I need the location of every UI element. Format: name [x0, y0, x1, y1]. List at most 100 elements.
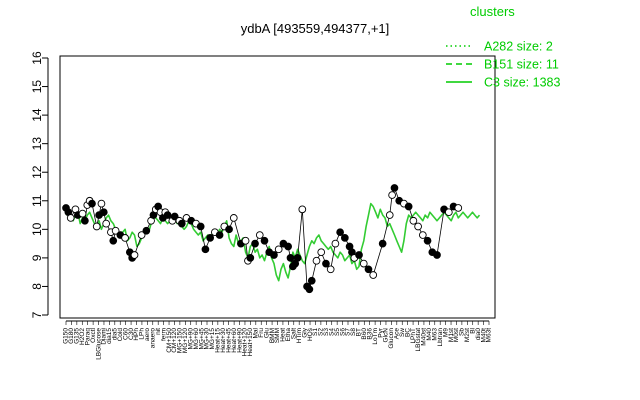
x-tick-label: S4 [328, 328, 335, 336]
data-point [246, 254, 255, 262]
x-tick-label: GlcN [383, 328, 390, 343]
legend-entry: B151 size: 11 [484, 58, 559, 72]
series-line-c3 [65, 202, 481, 282]
x-tick-label: MG+150 [177, 328, 184, 353]
y-tick-label: 16 [30, 51, 44, 65]
x-tick-label: LBGstat [415, 328, 422, 352]
data-point [99, 208, 108, 217]
x-tick-label: B36 [366, 328, 373, 340]
data-point [81, 216, 89, 225]
data-point [404, 202, 413, 211]
x-tick-label: C60 [122, 328, 129, 340]
data-point [293, 254, 302, 262]
data-point [340, 234, 349, 242]
x-tick-label: G135 [74, 328, 81, 344]
x-tick-label: BT [356, 328, 363, 336]
x-tick-label: M40st [421, 328, 428, 346]
y-axis: 7 8 9 10 11 12 13 14 15 16 [30, 51, 49, 318]
x-tick-label: LPhT [410, 328, 417, 344]
x-tick-label: Fru [258, 328, 265, 338]
data-point [317, 248, 326, 257]
data-point [109, 236, 118, 245]
x-tick-label: S8 [350, 328, 357, 336]
data-point [409, 216, 418, 225]
y-tick-label: 11 [30, 194, 44, 207]
y-tick-label: 13 [30, 137, 44, 151]
data-points [62, 184, 463, 294]
x-tick-label: M0st [453, 328, 460, 342]
data-point [433, 251, 441, 259]
data-point [423, 236, 432, 245]
data-point [414, 222, 422, 231]
data-point [336, 228, 344, 237]
data-point [454, 204, 463, 212]
y-tick-label: 8 [30, 283, 44, 290]
x-tick-label: Etha [285, 328, 292, 342]
data-point [142, 226, 151, 235]
x-tick-label: BMM [269, 328, 276, 343]
y-tick-label: 10 [30, 222, 44, 236]
data-point [255, 231, 264, 239]
data-point [215, 231, 224, 239]
data-point [163, 211, 172, 219]
data-point [229, 214, 238, 222]
y-tick-label: 12 [30, 165, 44, 179]
y-tick-label: 7 [30, 311, 44, 318]
x-tick-label: MG+15 [209, 328, 216, 350]
x-tick-label: S1 [312, 328, 319, 336]
data-point [331, 239, 340, 248]
data-point [206, 234, 215, 242]
x-tick-label: S3 [323, 328, 330, 336]
data-point [102, 219, 111, 228]
data-point [251, 239, 259, 248]
data-point [307, 276, 316, 285]
series-line-c3-path [65, 202, 481, 282]
data-point [444, 208, 453, 217]
data-point [241, 236, 250, 245]
x-tick-label: Bl [469, 327, 476, 333]
data-point [369, 271, 378, 279]
x-tick-label: M40 [426, 328, 433, 341]
x-tick-label: Heat+45 [225, 328, 232, 353]
x-tick-label: Pyr [377, 327, 384, 338]
x-tick-label: CM+150 [166, 328, 173, 353]
y-tick-label: 14 [30, 108, 44, 122]
x-tick-label: S5 [334, 328, 341, 336]
x-tick-label: Heat+30 [220, 328, 227, 353]
data-point [364, 265, 373, 274]
x-tick-label: aero [144, 328, 151, 341]
data-point [177, 219, 186, 228]
x-axis: G150G180G135H2O2ParaqOxctlLBGlucoseDiami… [63, 320, 493, 360]
x-tick-label: Paraq [84, 328, 91, 346]
x-tick-label: S7 [345, 328, 352, 336]
x-tick-label: nit [155, 328, 162, 335]
data-point [92, 222, 101, 231]
x-tick-label: S6 [339, 328, 346, 336]
data-point [121, 234, 129, 242]
data-point [170, 212, 179, 221]
data-point [260, 236, 269, 245]
y-tick-label: 15 [30, 80, 44, 94]
x-tick-label: HTim [296, 328, 303, 343]
x-tick-label: B60 [361, 328, 368, 340]
data-point [312, 256, 321, 265]
x-tick-label: BC [404, 328, 411, 337]
x-tick-label: Gly [301, 327, 308, 338]
data-point [137, 231, 146, 239]
x-tick-label: Oxctl [90, 327, 97, 342]
legend-title: clusters [470, 4, 515, 19]
legend: clusters A282 size: 2 B151 size: 11 C3 size… [446, 4, 560, 90]
x-tick-label: MG+30 [204, 328, 211, 350]
x-tick-label: Mal [253, 327, 260, 338]
data-point [225, 225, 233, 234]
legend-entry: C3 size: 1383 [484, 76, 560, 90]
data-point [130, 251, 139, 259]
x-tick-label: M1st [448, 328, 455, 342]
x-tick-label: Diami [101, 328, 108, 345]
x-tick-label: Sw [399, 328, 406, 337]
x-tick-label: HOs [307, 327, 314, 341]
x-tick-label: CM+120 [171, 328, 178, 353]
data-point [378, 239, 387, 248]
x-tick-label: Heat+120 [242, 328, 249, 357]
